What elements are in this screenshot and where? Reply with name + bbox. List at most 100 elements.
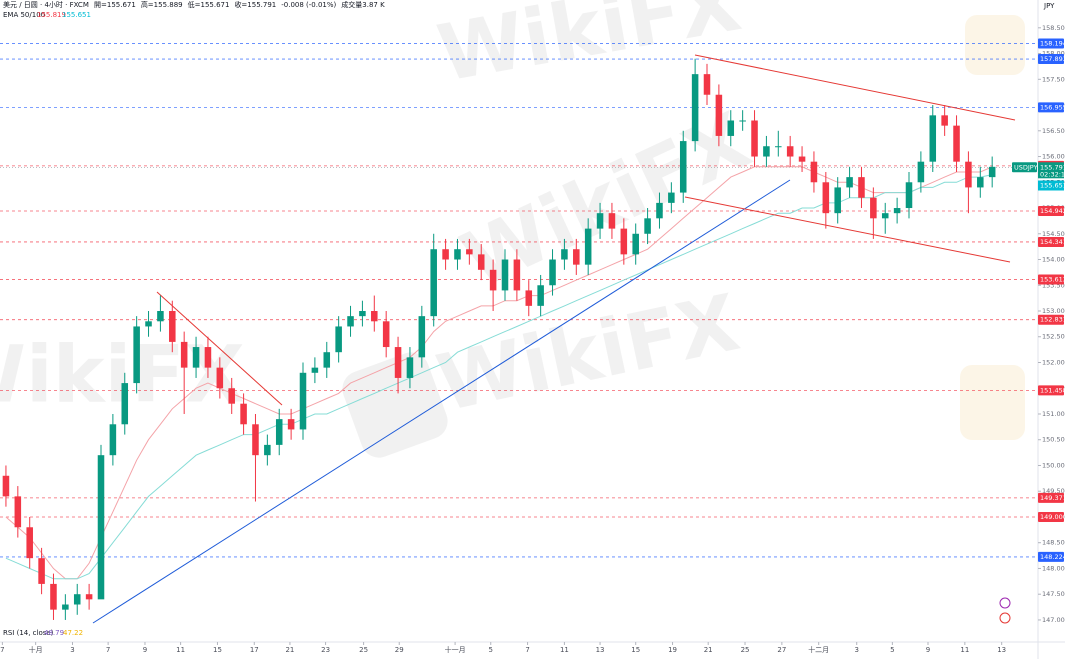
ema-legend-value: 155.651	[62, 11, 91, 19]
price-level-label: 156.955	[1040, 103, 1065, 111]
symbol-box	[1012, 162, 1037, 173]
x-tick-label: 17	[250, 646, 259, 654]
levels	[0, 43, 1038, 558]
candle-body	[133, 326, 140, 384]
y-tick-label: 152.500	[1042, 333, 1065, 341]
candle-body	[513, 259, 521, 291]
price-level-label-box	[1038, 511, 1064, 522]
x-tick-label: 11	[176, 646, 185, 654]
candle-body	[810, 161, 818, 183]
candle-body	[335, 326, 342, 353]
x-tick-label: 5	[890, 646, 894, 654]
x-tick-label: 27	[777, 646, 786, 654]
candle-body	[632, 233, 639, 255]
x-tick-label: 7	[106, 646, 110, 654]
candle-body	[870, 197, 877, 219]
price-level-label: 149.000	[1040, 513, 1065, 521]
price-level-label-box	[1038, 236, 1064, 247]
y-tick-label: 156.000	[1042, 153, 1065, 161]
event-icon[interactable]	[999, 612, 1011, 624]
countdown: 02:32:17	[1040, 170, 1065, 178]
ema100-label: 155.651	[1040, 182, 1065, 190]
candle-body	[418, 316, 426, 358]
y-tick-label: 157.500	[1042, 75, 1065, 83]
x-tick-label: 十二月	[808, 645, 829, 654]
candle-body	[703, 74, 711, 95]
price-level-label: 148.224	[1040, 553, 1065, 561]
ema-legend-value: 155.819	[37, 11, 66, 19]
candle-body	[371, 311, 378, 322]
candle-body	[489, 269, 497, 291]
x-tick-label: 13	[596, 646, 605, 654]
price-level-label-box	[1038, 492, 1064, 503]
candle-body	[573, 249, 580, 265]
candle-body	[846, 177, 853, 188]
rsi-legend-name: RSI (14, close)	[3, 629, 54, 637]
y-tick-label: 152.000	[1042, 358, 1065, 366]
candle-body	[620, 228, 628, 255]
candle-body	[26, 527, 33, 559]
x-tick-label: 11	[560, 646, 569, 654]
candle-body	[442, 249, 449, 260]
candle-body	[917, 161, 925, 183]
candle-body	[644, 218, 651, 234]
candle-body	[977, 177, 984, 188]
price-level-label-box	[1038, 206, 1064, 217]
price-level-label: 157.893	[1040, 55, 1065, 63]
watermark-logo	[342, 352, 448, 458]
candle-body	[430, 249, 437, 317]
x-tick-label: 十一月	[445, 645, 466, 654]
y-tick-label: 156.500	[1042, 127, 1065, 135]
candle-body	[38, 558, 45, 584]
currency: JPY	[1043, 2, 1055, 10]
candle-body	[394, 347, 402, 378]
price-level-label-box	[1038, 551, 1064, 562]
candle-body	[893, 208, 901, 214]
candle-body	[299, 372, 307, 430]
candle-body	[477, 254, 485, 270]
candle-body	[739, 120, 746, 122]
y-tick-label: 154.000	[1042, 256, 1065, 264]
candle-body	[252, 424, 259, 456]
trend-line	[156, 291, 283, 406]
watermark-logo	[960, 365, 1025, 440]
y-tick-label: 153.500	[1042, 281, 1065, 289]
price-level-label-box	[1038, 385, 1064, 396]
candle-body	[97, 455, 105, 600]
candle-body	[240, 403, 247, 425]
candle-body	[192, 347, 200, 368]
price-level-label: 158.194	[1040, 40, 1065, 48]
y-tick-label: 158.500	[1042, 24, 1065, 32]
rsi-legend-value: 48.79	[44, 629, 64, 637]
price-level-label-box	[1038, 38, 1064, 49]
candle-body	[85, 594, 93, 600]
candle-body	[715, 94, 723, 136]
candle-body	[881, 213, 889, 219]
candle-body	[145, 321, 152, 327]
candle-body	[775, 146, 782, 148]
event-icon[interactable]	[999, 597, 1011, 609]
price-level-label-box	[1038, 274, 1064, 285]
chart-title: 美元 / 日圆 · 4小时 · FXCM	[3, 0, 89, 9]
candle-body	[751, 120, 758, 157]
price-level-label: 152.831	[1040, 316, 1065, 324]
ohlc-value: 高=155.889	[141, 0, 183, 9]
candle-body	[941, 115, 948, 126]
candle-body	[965, 161, 972, 188]
candle-body	[311, 367, 319, 373]
candle-body	[549, 259, 556, 286]
candle-body	[834, 187, 841, 214]
candle-body	[264, 444, 271, 456]
channel-line	[694, 54, 1016, 121]
candle-body	[180, 341, 188, 368]
candle-body	[454, 249, 461, 260]
candles	[2, 58, 996, 620]
channel-line	[684, 196, 1011, 263]
x-tick-label: 3	[854, 646, 858, 654]
candle-body	[905, 182, 913, 209]
symbol-label: USDJPY	[1014, 163, 1038, 171]
candle-body	[204, 347, 212, 368]
candle-body	[988, 166, 996, 178]
